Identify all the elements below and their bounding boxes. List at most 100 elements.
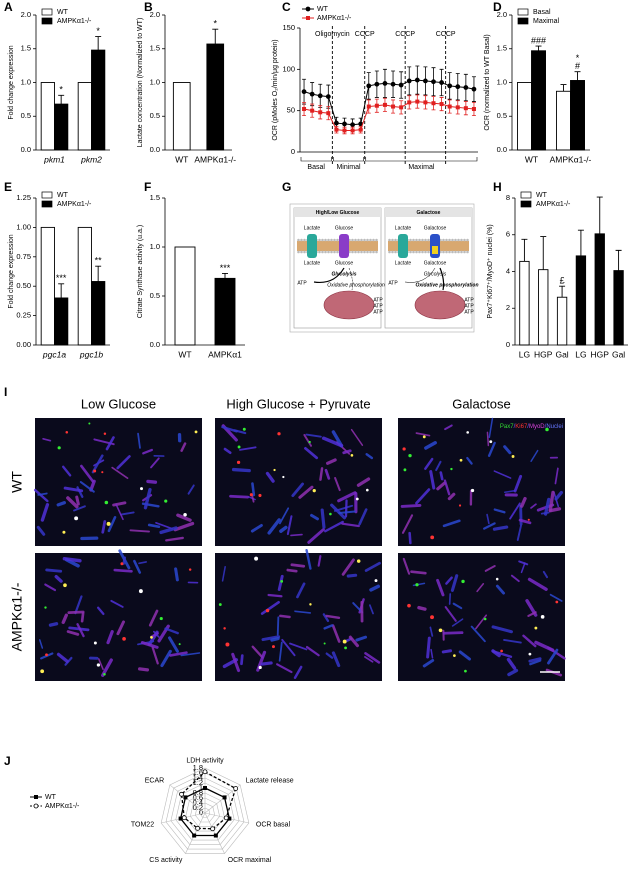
lipid-head [412,250,415,254]
marker [233,786,239,791]
lipid-head [418,250,421,254]
micrograph-texture [303,434,313,447]
marker [318,110,323,115]
y-tick-label: 0.0 [497,145,507,154]
micrograph-texture [444,606,457,622]
y-tick-label: 0.5 [497,111,507,120]
axis-label: LDH activity [186,758,224,765]
bar [538,269,549,346]
diagram-label: ATP [373,309,383,315]
panel-letter: D [493,0,502,14]
r-tick-label: 1 [199,783,203,792]
lipid-head [391,250,394,254]
y-tick-label: 0.00 [16,340,31,349]
micrograph-texture [402,447,406,451]
micrograph-texture [138,589,143,594]
y-tick-label: 0.5 [150,291,160,300]
marker [415,99,420,104]
micrograph-texture [511,455,515,458]
bar [594,233,605,346]
micrograph-texture [410,570,427,575]
panel-letter: C [282,0,291,14]
micrograph-texture [493,508,506,514]
marker [382,80,388,86]
y-axis-label: OCR (pMoles O₂/min/μg protein) [272,39,279,140]
micrograph-texture [458,504,462,507]
micrograph-texture [233,429,247,435]
bar [54,103,69,151]
lipid-head [363,238,366,242]
micrograph-texture [452,602,463,610]
micrograph-texture [231,467,251,473]
panel-letter: A [4,0,13,14]
micrograph-texture [237,445,241,449]
micrograph-texture [282,475,285,479]
y-tick-label: 1.5 [150,193,160,202]
marker [398,82,404,88]
micrograph-texture [503,638,522,644]
micrograph-texture [110,599,124,608]
micrograph-texture [73,505,86,512]
legend-label: WT [57,9,69,16]
micrograph-texture [450,574,459,592]
r-tick-label: 0.6 [193,793,203,802]
lipid-head [421,238,424,242]
micrograph-texture [488,417,494,439]
event-label: CCCP [355,31,375,38]
micrograph-texture [103,673,106,676]
lipid-head [369,250,372,254]
micrograph-texture [174,567,179,582]
micrograph-texture [45,653,48,657]
y-tick-label: 0.25 [16,311,31,320]
series-line [180,770,237,830]
micrograph-texture [430,535,435,540]
micrograph-texture [67,610,85,615]
micrograph-texture [483,617,487,621]
y-tick-label: 2 [506,303,510,312]
y-tick-label: 0 [291,147,295,156]
micrograph-texture [258,665,262,670]
micrograph-texture [528,657,542,663]
micrograph-texture [503,445,512,455]
marker [455,105,460,110]
grid-line [199,807,211,818]
micrograph-texture [40,669,45,674]
diagram-label: Glucose [335,260,354,266]
micrograph-texture [143,487,152,510]
micrograph-texture [74,595,83,615]
error-bar [596,196,603,234]
micrograph-texture [325,614,341,620]
micrograph-texture [61,465,72,477]
lipid-head [297,250,300,254]
micrograph-texture [164,627,179,635]
lipid-head [300,250,303,254]
micrograph-texture [88,422,91,425]
y-tick-label: 150 [282,23,295,32]
y-axis-label: Citrate Synthase activity (u.a.) [137,225,144,318]
lipid-head [421,250,424,254]
micrograph-texture [356,559,361,563]
micrograph-texture [554,490,563,501]
bar [77,226,92,346]
micrograph-texture [545,427,549,432]
micrograph-texture [229,494,250,499]
y-tick-label: 8 [506,193,510,202]
micrograph-texture [310,513,319,521]
marker [423,100,428,105]
micrograph-texture [458,650,471,661]
micrograph-texture [183,512,187,517]
lipid-head [366,238,369,242]
micrograph-texture [470,625,486,643]
micrograph-texture [44,606,47,609]
x-tick-label: Gal [555,349,568,359]
micrograph-texture [120,562,124,566]
micrograph-texture [483,522,496,530]
significance-label: * [59,85,63,95]
micrograph-texture [323,642,326,645]
x-tick-label: LG [519,349,530,359]
arrow [404,267,436,283]
micrograph-texture [422,658,435,668]
micrograph-texture [168,636,179,653]
y-tick-label: 0.50 [16,281,31,290]
micrograph-texture [445,576,453,585]
